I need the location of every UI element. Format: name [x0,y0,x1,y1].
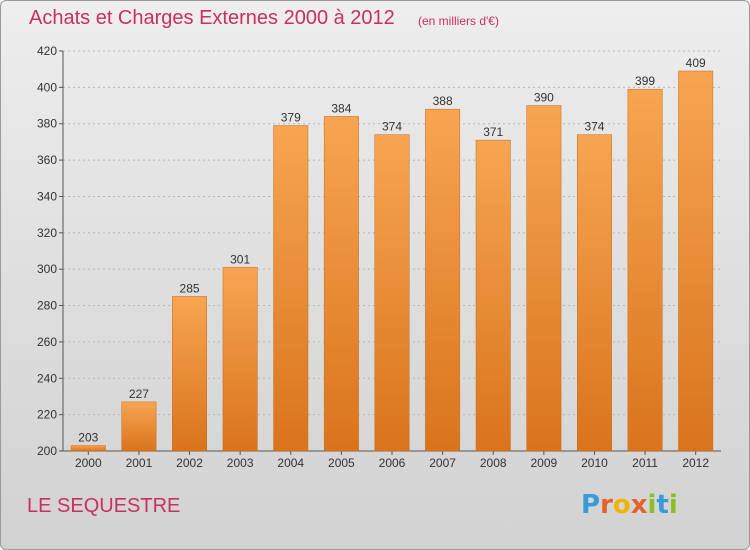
bar [425,108,461,452]
bar-value-label: 379 [281,111,301,125]
bar [121,401,157,452]
logo-letter: P [581,490,601,520]
bar-value-label: 374 [382,120,402,134]
y-tick-label: 380 [37,117,57,131]
x-tick-label: 2001 [126,456,153,470]
bar [374,134,410,452]
y-tick-label: 320 [37,226,57,240]
logo-letter: i [647,490,657,520]
y-tick-label: 400 [37,80,57,94]
logo-letter: x [630,490,648,520]
x-tick-label: 2012 [682,456,709,470]
bar-value-label: 285 [180,281,200,295]
bar-value-label: 399 [635,74,655,88]
x-tick-label: 2009 [530,456,557,470]
bar-value-label: 227 [129,387,149,401]
x-tick-label: 2002 [176,456,203,470]
y-tick-label: 280 [37,299,57,313]
bar [526,105,562,452]
place-name: LE SEQUESTRE [27,495,181,517]
bars [70,70,714,452]
labels: 200 220 240 260 280 300 320 340 360 380 400 420 203 2… [37,44,709,470]
bar [323,116,359,452]
bar [172,296,207,452]
chart-subtitle: (en milliers d'€) [418,14,499,28]
bar [627,88,663,452]
bar-value-label: 371 [483,125,503,139]
bar-value-label: 388 [433,94,453,108]
bar [70,445,106,452]
y-tick-label: 260 [37,335,57,349]
logo-letter: t [656,490,669,520]
proxiti-logo: Proxiti [581,490,678,520]
bar [577,134,612,452]
logo-letter: i [668,490,678,520]
bar [222,267,258,452]
y-tick-label: 300 [37,262,57,276]
bar-value-label: 390 [534,91,554,105]
bar-value-label: 301 [230,252,250,266]
bar [475,139,511,452]
bar-value-label: 409 [686,56,706,70]
y-tick-label: 340 [37,189,57,203]
y-tick-label: 360 [37,153,57,167]
bar-value-label: 203 [78,431,98,445]
bar [273,125,309,452]
x-tick-label: 2010 [581,456,608,470]
y-tick-label: 220 [37,408,57,422]
x-tick-label: 2000 [75,456,102,470]
x-tick-label: 2008 [480,456,507,470]
y-tick-label: 420 [37,44,57,58]
x-tick-label: 2005 [328,456,355,470]
x-tick-label: 2011 [632,456,658,470]
y-tick-label: 240 [37,371,57,385]
chart-title: Achats et Charges Externes 2000 à 2012 [29,7,395,29]
logo-letter: r [600,490,613,520]
x-tick-label: 2004 [277,456,304,470]
x-tick-label: 2007 [429,456,456,470]
y-tick-label: 200 [37,444,57,458]
logo-letter: o [612,490,631,520]
bar-value-label: 384 [331,101,351,115]
bar-value-label: 374 [584,120,604,134]
bar [678,70,714,452]
x-tick-label: 2006 [379,456,406,470]
x-tick-label: 2003 [227,456,254,470]
